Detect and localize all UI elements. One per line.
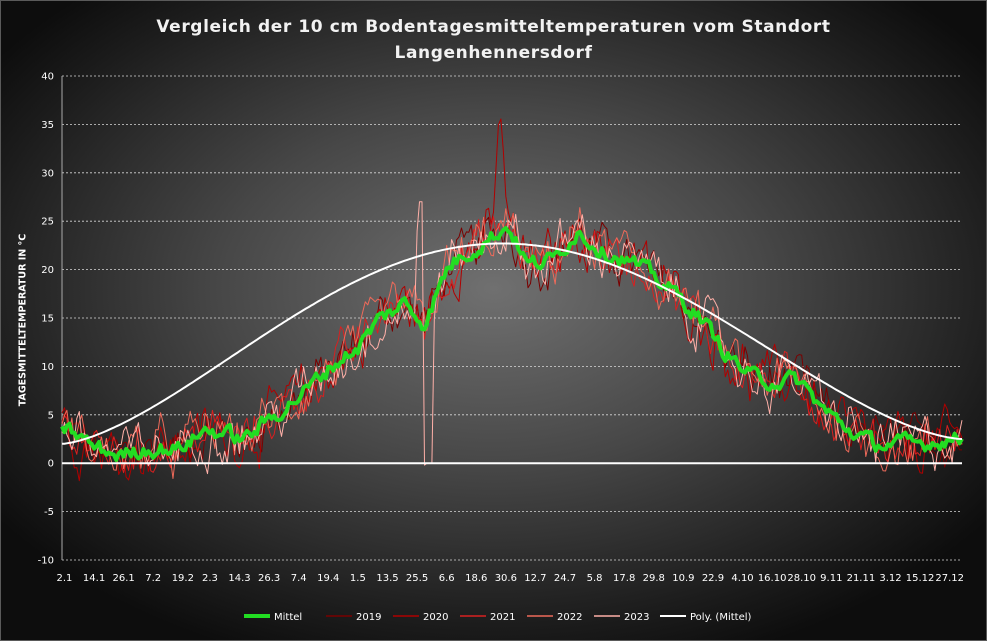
chart-title-line1: Vergleich der 10 cm Bodentagesmitteltemp… <box>156 17 831 37</box>
x-tick-label: 29.8 <box>643 573 665 584</box>
legend-label: Poly. (Mittel) <box>690 612 752 623</box>
legend-label: 2023 <box>624 612 649 623</box>
chart-title-line2: Langenhennersdorf <box>394 43 593 63</box>
x-tick-label: 27.12 <box>935 573 964 584</box>
series-line-2021 <box>61 216 963 474</box>
x-tick-label: 7.4 <box>291 573 307 584</box>
x-tick-label: 14.3 <box>228 573 250 584</box>
x-tick-label: 19.4 <box>317 573 339 584</box>
x-tick-label: 5.8 <box>587 573 603 584</box>
y-tick-label: 40 <box>41 72 54 83</box>
x-tick-label: 24.7 <box>554 573 576 584</box>
legend-label: 2019 <box>356 612 381 623</box>
x-tick-label: 4.10 <box>731 573 753 584</box>
x-tick-label: 18.6 <box>465 573 487 584</box>
series-line-mittel <box>60 226 964 462</box>
x-tick-label: 26.3 <box>258 573 280 584</box>
x-tick-label: 12.7 <box>524 573 546 584</box>
x-tick-label: 10.9 <box>672 573 694 584</box>
x-tick-label: 22.9 <box>702 573 724 584</box>
x-tick-label: 6.6 <box>439 573 455 584</box>
y-tick-label: 20 <box>41 265 54 276</box>
chart-title: Vergleich der 10 cm Bodentagesmitteltemp… <box>0 14 987 66</box>
y-tick-label: -10 <box>38 556 54 567</box>
x-tick-label: 1.5 <box>350 573 366 584</box>
x-tick-label: 15.12 <box>906 573 935 584</box>
legend-label: Mittel <box>274 612 302 623</box>
legend-label: 2021 <box>490 612 515 623</box>
x-tick-label: 16.10 <box>758 573 787 584</box>
x-tick-label: 26.1 <box>113 573 135 584</box>
x-tick-label: 19.2 <box>172 573 194 584</box>
x-tick-label: 17.8 <box>613 573 635 584</box>
x-tick-label: 14.1 <box>83 573 105 584</box>
y-tick-label: 25 <box>41 217 54 228</box>
y-tick-label: 0 <box>48 459 54 470</box>
x-tick-label: 9.11 <box>820 573 842 584</box>
legend-label: 2022 <box>557 612 582 623</box>
x-tick-label: 21.11 <box>847 573 876 584</box>
x-tick-label: 25.5 <box>406 573 428 584</box>
y-tick-label: 35 <box>41 120 54 131</box>
x-tick-label: 13.5 <box>376 573 398 584</box>
y-tick-label: 5 <box>48 410 54 421</box>
x-tick-label: 7.2 <box>145 573 161 584</box>
y-tick-label: 10 <box>41 362 54 373</box>
series-line-poly-mittel <box>61 242 963 445</box>
x-tick-label: 2.1 <box>57 573 73 584</box>
y-tick-label: 30 <box>41 168 54 179</box>
legend-label: 2020 <box>423 612 448 623</box>
series-line-2019 <box>61 216 962 468</box>
x-tick-label: 30.6 <box>495 573 517 584</box>
x-tick-label: 3.12 <box>879 573 901 584</box>
x-tick-label: 2.3 <box>202 573 218 584</box>
y-tick-label: -5 <box>44 507 54 518</box>
y-tick-label: 15 <box>41 314 54 325</box>
x-tick-label: 28.10 <box>787 573 816 584</box>
